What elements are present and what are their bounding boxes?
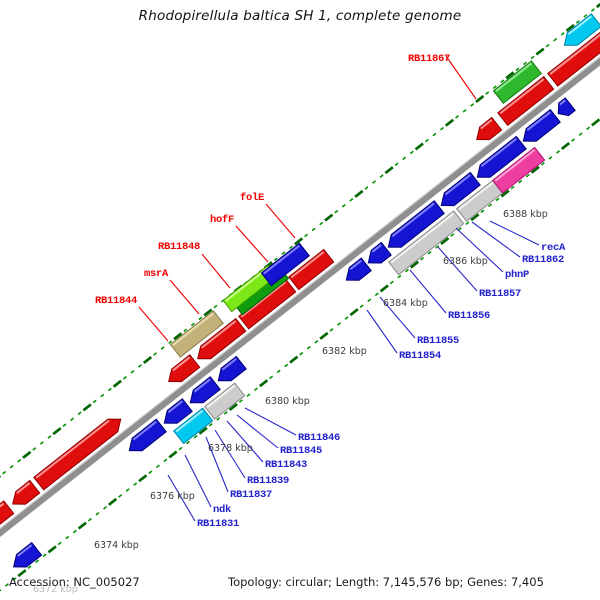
position-label: 6378 kbp [208, 443, 253, 454]
gene-label[interactable]: hofF [210, 214, 234, 226]
gene-feature[interactable] [497, 75, 555, 127]
topology-label: Topology: circular; Length: 7,145,576 bp… [228, 575, 544, 589]
gene-feature[interactable] [367, 241, 392, 264]
position-label: 6384 kbp [383, 298, 428, 309]
label-leader-lines [138, 55, 540, 522]
gene-feature[interactable] [203, 382, 246, 420]
gene-feature[interactable] [288, 248, 335, 291]
position-label: 6386 kbp [443, 256, 488, 267]
gene-label[interactable]: folE [240, 192, 264, 204]
gene-name-labels: RB11867folEhofFRB11848msrARB11844recARB1… [95, 53, 566, 530]
gene-label[interactable]: phnP [505, 269, 529, 281]
genome-backbone [0, 56, 600, 537]
gene-feature[interactable] [492, 60, 543, 105]
gene-feature[interactable] [189, 376, 221, 404]
gene-label[interactable]: RB11862 [522, 254, 564, 266]
gene-label[interactable]: ndk [213, 504, 231, 516]
map-title: Rhodopirellula baltica SH 1, complete ge… [138, 8, 462, 24]
gene-feature[interactable] [440, 171, 481, 207]
gene-feature[interactable] [163, 398, 193, 424]
gene-label[interactable]: RB11857 [479, 288, 521, 300]
gene-label[interactable]: recA [541, 242, 566, 254]
gene-label[interactable]: RB11848 [158, 241, 200, 253]
gene-feature[interactable] [547, 30, 600, 87]
gene-label[interactable]: RB11854 [399, 350, 441, 362]
gene-feature[interactable] [345, 257, 372, 281]
gene-feature[interactable] [563, 13, 600, 46]
gene-feature[interactable] [172, 407, 214, 445]
gene-feature[interactable] [0, 500, 15, 540]
gene-feature[interactable] [169, 310, 225, 358]
gene-feature[interactable] [217, 355, 247, 382]
gene-feature[interactable] [12, 479, 41, 505]
gene-label[interactable]: RB11845 [280, 445, 322, 457]
position-label: 6388 kbp [503, 209, 548, 220]
position-label: 6382 kbp [322, 346, 367, 357]
position-label: 6380 kbp [265, 396, 310, 407]
accession-label: Accession: NC_005027 [9, 575, 140, 589]
position-label: 6372 kbp [33, 584, 78, 595]
gene-label[interactable]: RB11831 [197, 518, 239, 530]
position-tick-labels: 6388 kbp 6386 kbp 6384 kbp 6382 kbp 6380 kbp… [33, 209, 548, 595]
gene-feature[interactable] [197, 317, 247, 360]
gene-feature[interactable] [476, 116, 503, 141]
gene-feature[interactable] [33, 418, 122, 491]
gene-feature[interactable] [522, 108, 561, 142]
gene-label[interactable]: RB11846 [298, 432, 340, 444]
gene-track [0, 13, 600, 568]
position-label: 6376 kbp [150, 491, 195, 502]
gene-feature[interactable] [387, 210, 465, 276]
gene-label[interactable]: RB11855 [417, 335, 459, 347]
position-label: 6374 kbp [94, 540, 139, 551]
gene-feature[interactable] [491, 146, 546, 194]
gene-feature[interactable] [557, 97, 576, 117]
gene-label[interactable]: RB11843 [265, 459, 307, 471]
gene-feature[interactable] [387, 200, 445, 248]
gene-label[interactable]: RB11839 [247, 475, 289, 487]
gene-label[interactable]: RB11867 [408, 53, 450, 65]
gene-feature[interactable] [128, 418, 167, 452]
gene-label[interactable]: RB11856 [448, 310, 490, 322]
gene-label[interactable]: RB11844 [95, 295, 137, 307]
gene-feature[interactable] [260, 242, 311, 287]
gene-label[interactable]: msrA [144, 268, 169, 280]
gene-feature[interactable] [476, 135, 527, 178]
gene-feature[interactable] [168, 354, 201, 383]
gene-feature[interactable] [12, 541, 43, 568]
gene-label[interactable]: RB11837 [230, 489, 272, 501]
